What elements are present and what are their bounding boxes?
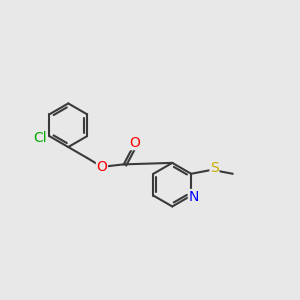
Text: N: N <box>188 190 199 204</box>
Text: O: O <box>129 136 140 150</box>
Text: S: S <box>210 161 219 175</box>
Text: O: O <box>97 160 107 174</box>
Text: Cl: Cl <box>34 131 47 145</box>
